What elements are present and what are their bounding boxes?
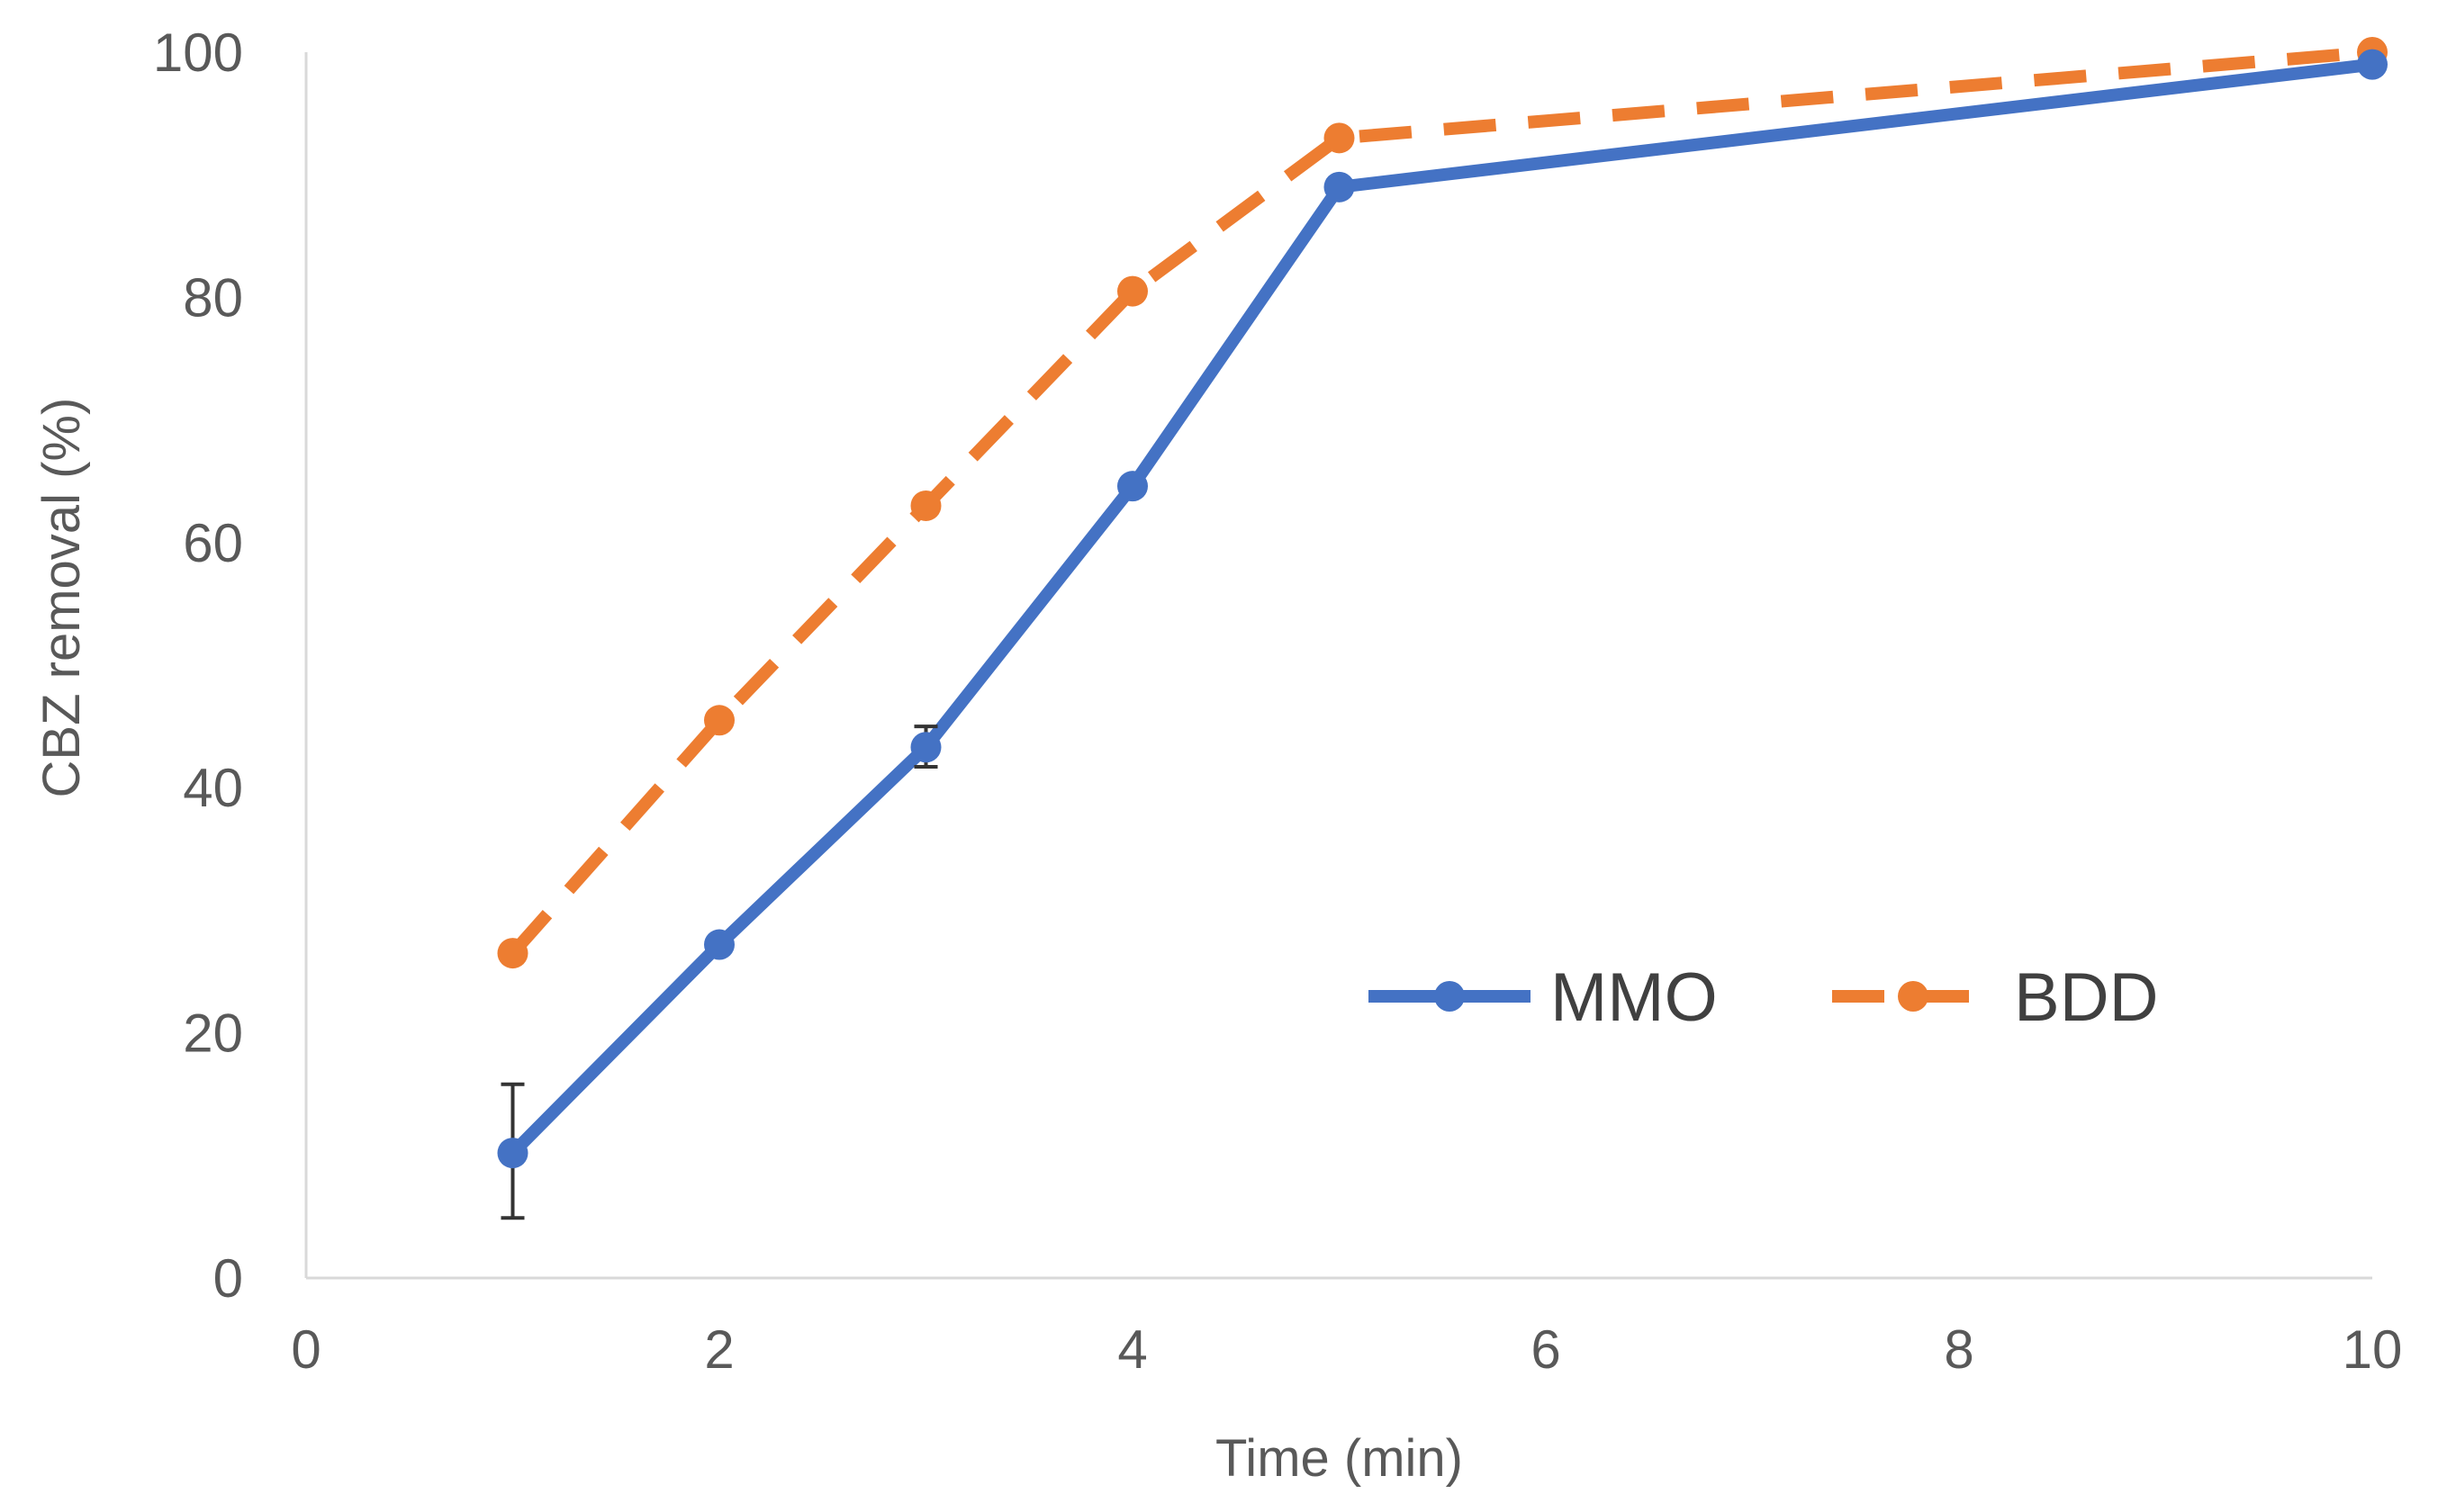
data-point-bdd (1323, 122, 1355, 154)
legend-label-mmo: MMO (1550, 959, 1718, 1036)
data-point-mmo (910, 732, 942, 763)
data-point-bdd (1117, 275, 1148, 307)
y-tick-label: 20 (183, 1004, 243, 1064)
series-layer (497, 37, 2388, 1220)
series-line-mmo (508, 58, 2373, 1158)
data-point-mmo (704, 929, 735, 960)
series-mmo (497, 49, 2388, 1220)
data-point-bdd (497, 938, 528, 969)
legend-dot-mmo (1434, 981, 1465, 1012)
y-tick-label: 0 (213, 1248, 243, 1309)
x-tick-label: 10 (2343, 1319, 2403, 1380)
y-tick-label: 80 (183, 267, 243, 328)
x-tick-label: 4 (1117, 1319, 1147, 1380)
data-point-mmo (1323, 171, 1355, 202)
x-tick-label: 8 (1944, 1319, 1973, 1380)
x-tick-label: 0 (291, 1319, 321, 1380)
y-tick-labels: 0 20 40 60 80 100 (153, 22, 243, 1309)
x-tick-labels: 0 2 4 6 8 10 (291, 1319, 2402, 1380)
data-point-mmo (1117, 471, 1148, 502)
legend: MMO BDD (1368, 959, 2158, 1036)
data-point-mmo (2357, 49, 2388, 80)
x-axis-title: Time (min) (1215, 1429, 1463, 1488)
legend-label-bdd: BDD (2014, 959, 2158, 1036)
axes (304, 52, 2372, 1280)
data-point-bdd (910, 490, 942, 521)
data-point-bdd (704, 705, 735, 736)
y-tick-label: 40 (183, 758, 243, 818)
series-line-bdd (508, 46, 2373, 958)
series-bdd (497, 37, 2388, 969)
y-axis-title: CBZ removal (%) (32, 398, 91, 798)
legend-dot-bdd (1898, 981, 1928, 1012)
x-tick-label: 2 (704, 1319, 734, 1380)
x-tick-label: 6 (1531, 1319, 1560, 1380)
data-point-mmo (497, 1138, 528, 1169)
y-tick-label: 100 (153, 22, 243, 83)
y-tick-label: 60 (183, 513, 243, 573)
